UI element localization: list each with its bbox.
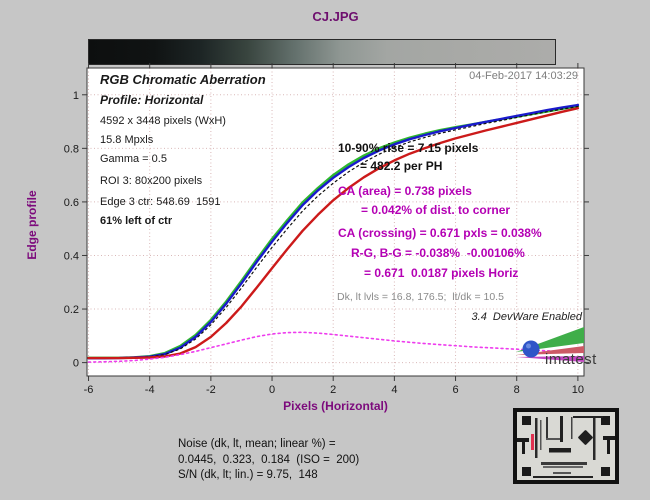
imatest-logo-text: imatest (545, 351, 597, 368)
snr-line: S/N (dk, lt; lin.) = 9.75, 148 (178, 469, 318, 481)
test-chart-thumbnail (513, 408, 619, 484)
svg-text:0.2: 0.2 (64, 304, 79, 316)
svg-text:-6: -6 (84, 384, 94, 396)
svg-text:-4: -4 (145, 384, 155, 396)
ca-rg-bg-label: R-G, B-G = -0.038% -0.00106% (351, 246, 525, 260)
ca-pixels-label: = 0.671 0.0187 pixels Horiz (364, 266, 519, 280)
figure-title: CJ.JPG (312, 9, 359, 24)
svg-text:0: 0 (73, 358, 79, 370)
svg-text:-2: -2 (206, 384, 216, 396)
x-axis-label: Pixels (Horizontal) (283, 399, 388, 413)
svg-text:2: 2 (330, 384, 336, 396)
devware-version-label: 3.4 DevWare Enabled (471, 311, 582, 323)
edge-center-label: Edge 3 ctr: 548.69 1591 (100, 196, 221, 208)
resolution-label: 4592 x 3448 pixels (WxH) (100, 115, 226, 127)
svg-text:0: 0 (269, 384, 275, 396)
dark-light-levels-label: Dk, lt lvls = 16.8, 176.5; lt/dk = 10.5 (337, 291, 504, 303)
y-axis-label: Edge profile (25, 190, 39, 260)
gamma-label: Gamma = 0.5 (100, 153, 167, 165)
ca-crossing-label: CA (crossing) = 0.671 pxls = 0.038% (338, 226, 542, 240)
megapixels-label: 15.8 Mpxls (100, 134, 154, 146)
svg-text:0.4: 0.4 (64, 250, 79, 262)
svg-text:0.6: 0.6 (64, 197, 79, 209)
timestamp-label: 04-Feb-2017 14:03:29 (469, 70, 578, 82)
ca-area-percent-label: = 0.042% of dist. to corner (361, 203, 511, 217)
svg-text:0.8: 0.8 (64, 143, 79, 155)
roi-label: ROI 3: 80x200 pixels (100, 175, 203, 187)
plot-heading: RGB Chromatic Aberration (100, 72, 266, 87)
svg-text:1: 1 (73, 90, 79, 102)
ca-area-label: CA (area) = 0.738 pixels (338, 184, 472, 198)
svg-text:10: 10 (572, 384, 584, 396)
imatest-logo (516, 327, 584, 362)
svg-text:8: 8 (514, 384, 520, 396)
noise-stats-block: Noise (dk, lt, mean; linear %) = 0.0445,… (178, 437, 359, 484)
profile-direction-label: Profile: Horizontal (100, 93, 204, 107)
edge-position-label: 61% left of ctr (100, 215, 173, 227)
svg-text:6: 6 (452, 384, 458, 396)
rise-distance-label: 10-90% rise = 7.15 pixels (338, 141, 479, 155)
svg-text:4: 4 (391, 384, 397, 396)
edge-roi-image-strip (88, 39, 556, 65)
rise-per-ph-label: = 482.2 per PH (360, 159, 443, 173)
noise-header-line: Noise (dk, lt, mean; linear %) = (178, 438, 336, 450)
noise-values-line: 0.0445, 0.323, 0.184 (ISO = 200) (178, 453, 360, 466)
